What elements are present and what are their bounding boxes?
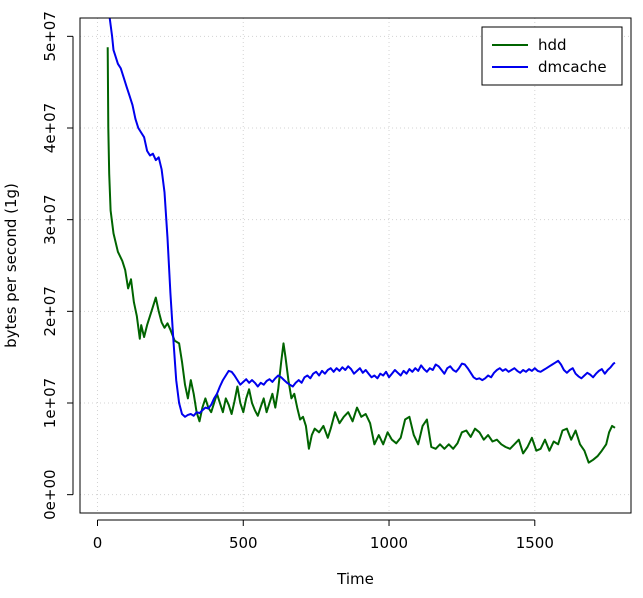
y-tick-label: 2e+07	[41, 286, 59, 336]
x-tick-label: 1000	[370, 534, 408, 552]
x-tick-label: 1500	[516, 534, 554, 552]
y-tick-label: 4e+07	[41, 103, 59, 153]
y-axis: 0e+00 1e+07 2e+07 3e+07 4e+07 5e+07	[41, 11, 74, 520]
x-tick-label: 500	[229, 534, 258, 552]
series-line-hdd	[106, 47, 616, 464]
y-axis-label: bytes per second (1g)	[2, 183, 20, 348]
series-lines	[106, 18, 616, 464]
legend: hdd dmcache	[481, 26, 623, 86]
grid	[80, 18, 631, 513]
x-tick-label: 0	[93, 534, 103, 552]
x-axis-label: Time	[336, 570, 374, 588]
series-line-dmcache	[108, 18, 616, 418]
legend-box	[481, 26, 623, 86]
x-axis: 0 500 1000 1500	[93, 519, 554, 552]
y-tick-label: 1e+07	[41, 378, 59, 428]
legend-label-hdd: hdd	[538, 36, 567, 54]
plot-frame	[79, 17, 632, 514]
y-tick-label: 0e+00	[41, 469, 59, 519]
y-tick-label: 5e+07	[41, 11, 59, 61]
legend-label-dmcache: dmcache	[538, 58, 607, 76]
y-tick-label: 3e+07	[41, 194, 59, 244]
